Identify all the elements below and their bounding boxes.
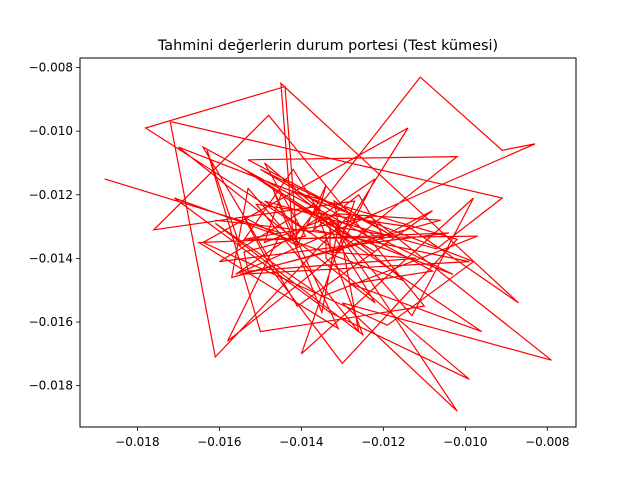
x-tick-label: −0.016 [197,435,241,449]
y-tick-label: −0.014 [29,251,73,265]
chart-title: Tahmini değerlerin durum portesi (Test k… [157,38,498,54]
plot-area [104,76,552,412]
x-tick-label: −0.010 [443,435,487,449]
x-tick-label: −0.014 [279,435,323,449]
plot-frame [79,57,577,428]
x-tick-label: −0.012 [361,435,405,449]
series-line [104,76,552,412]
y-tick-label: −0.012 [29,188,73,202]
y-axis: −0.018 −0.016 −0.014 −0.012 −0.010 −0.008 [29,61,80,393]
x-axis: −0.018 −0.016 −0.014 −0.012 −0.010 −0.008 [115,427,570,449]
x-tick-label: −0.018 [115,435,159,449]
x-tick-label: −0.008 [525,435,569,449]
y-tick-label: −0.016 [29,315,73,329]
y-tick-label: −0.010 [29,124,73,138]
y-tick-label: −0.018 [29,379,73,393]
y-tick-label: −0.008 [29,61,73,75]
